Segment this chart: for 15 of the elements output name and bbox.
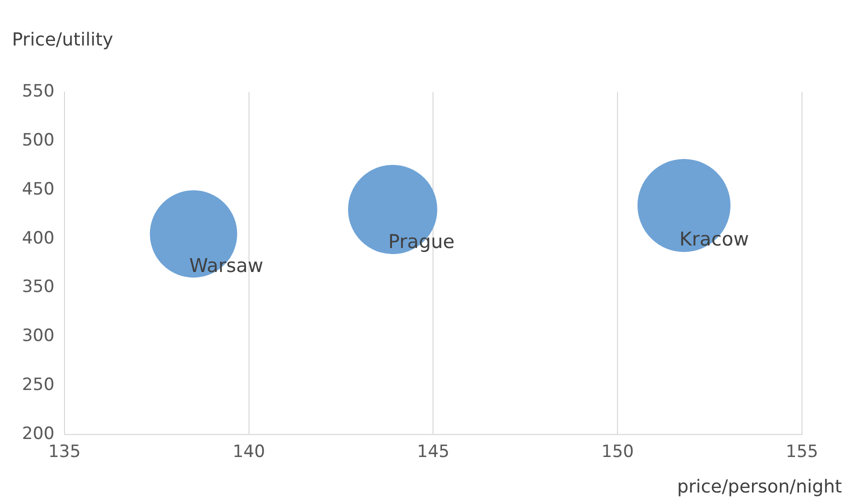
- y-tick-label: 250: [22, 375, 54, 396]
- y-tick-label: 200: [22, 424, 54, 444]
- x-tick-label: 155: [786, 442, 818, 462]
- x-tick-label: 150: [601, 442, 634, 462]
- y-tick-label: 300: [22, 326, 54, 346]
- y-tick-label: 500: [22, 130, 54, 150]
- x-tick-label: 135: [48, 442, 81, 462]
- x-axis-title: price/person/night: [677, 476, 842, 498]
- y-tick-label: 550: [22, 81, 54, 102]
- x-tick-label: 145: [416, 442, 450, 462]
- y-tick-label: 450: [22, 179, 54, 200]
- y-tick-label: 350: [22, 277, 54, 298]
- y-tick-label: 400: [22, 228, 54, 248]
- x-tick-label: 140: [232, 442, 266, 462]
- y-axis-title: Price/utility: [12, 30, 114, 51]
